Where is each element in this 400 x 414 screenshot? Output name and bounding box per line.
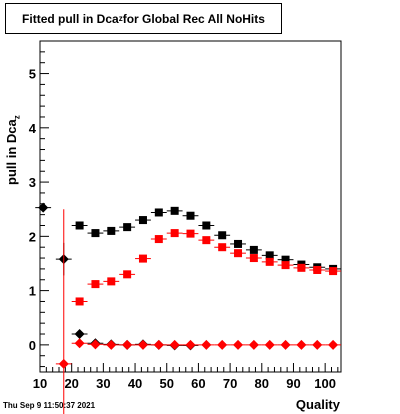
y-tick-label: 3: [29, 175, 36, 190]
y-tick-label: 1: [29, 284, 36, 299]
data-point-diamond: [248, 339, 259, 350]
x-tick-label: 40: [128, 376, 142, 391]
data-point-square: [154, 235, 163, 244]
footer-timestamp: Thu Sep 9 11:50:37 2021: [3, 401, 96, 410]
data-point-square: [281, 255, 290, 264]
data-point-diamond: [90, 339, 101, 350]
chart-title-prefix: Fitted pull in Dca: [22, 11, 119, 26]
data-point-diamond: [185, 339, 196, 350]
data-point-diamond: [38, 202, 49, 213]
x-tick-label: 80: [255, 376, 269, 391]
data-point-square: [123, 223, 132, 232]
x-tick-label: 90: [286, 376, 300, 391]
x-axis-label: Quality: [295, 397, 340, 412]
data-point-diamond: [296, 339, 307, 350]
chart-title-suffix: for Global Rec All NoHits: [122, 11, 265, 26]
y-tick-label: 2: [29, 229, 36, 244]
y-tick-label: 0: [29, 338, 36, 353]
y-tick-label: 5: [29, 67, 36, 82]
data-point-square: [202, 221, 211, 230]
y-axis-label-sub: z: [12, 115, 22, 120]
data-point-diamond: [74, 329, 85, 340]
data-point-square: [154, 208, 163, 217]
data-point-square: [234, 249, 243, 258]
data-point-square: [138, 216, 147, 225]
data-point-square: [123, 270, 132, 279]
y-axis-label-prefix: pull in Dca: [4, 119, 19, 185]
data-point-square: [186, 211, 195, 220]
x-tick-label: 20: [64, 376, 78, 391]
data-point-square: [75, 221, 84, 230]
data-point-diamond: [74, 338, 85, 349]
data-point-square: [75, 297, 84, 306]
data-point-diamond: [153, 339, 164, 350]
chart-title: Fitted pull in Dca z for Global Rec All N…: [5, 3, 282, 34]
data-point-diamond: [312, 339, 323, 350]
x-tick-label: 10: [33, 376, 47, 391]
data-point-square: [249, 254, 258, 263]
chart-title-sub: z: [118, 14, 123, 23]
plot-frame: [39, 40, 342, 373]
data-point-square: [218, 231, 227, 240]
data-point-diamond: [217, 339, 228, 350]
data-point-diamond: [233, 339, 244, 350]
data-point-square: [329, 267, 338, 276]
data-point-square: [265, 257, 274, 266]
data-point-diamond: [58, 358, 69, 369]
data-point-square: [297, 263, 306, 272]
data-point-square: [138, 254, 147, 263]
data-point-square: [249, 245, 258, 254]
data-point-square: [313, 265, 322, 274]
x-tick-label: 30: [96, 376, 110, 391]
x-tick-label: 70: [223, 376, 237, 391]
x-tick-label: 50: [160, 376, 174, 391]
data-point-diamond: [169, 339, 180, 350]
data-point-diamond: [137, 339, 148, 350]
data-point-square: [265, 251, 274, 260]
data-point-diamond: [280, 339, 291, 350]
data-point-square: [170, 206, 179, 215]
data-point-diamond: [122, 339, 133, 350]
x-tick-label: 100: [314, 376, 336, 391]
data-point-square: [91, 280, 100, 289]
data-point-square: [107, 277, 116, 286]
data-point-square: [186, 229, 195, 238]
y-axis-label: pull in Dcaz: [4, 115, 22, 185]
data-point-diamond: [264, 339, 275, 350]
data-point-square: [170, 229, 179, 238]
data-point-square: [281, 261, 290, 270]
data-point-square: [218, 243, 227, 252]
data-point-square: [202, 236, 211, 245]
y-tick-label: 4: [29, 121, 37, 136]
x-tick-label: 60: [191, 376, 205, 391]
data-point-square: [234, 239, 243, 248]
data-point-square: [107, 226, 116, 235]
data-point-square: [91, 229, 100, 238]
data-point-diamond: [328, 339, 339, 350]
data-point-diamond: [106, 339, 117, 350]
data-point-diamond: [201, 339, 212, 350]
